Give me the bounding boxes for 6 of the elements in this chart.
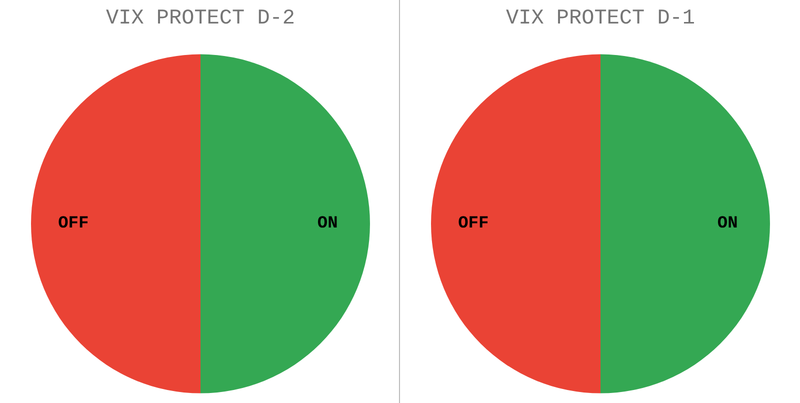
chart-title: VIX PROTECT D-2 [106,8,296,30]
slice-label: OFF [458,214,489,234]
slice-label: OFF [58,214,89,234]
chart-title: VIX PROTECT D-1 [506,8,696,30]
slice-label: ON [317,214,338,234]
slice-label: ON [717,214,738,234]
